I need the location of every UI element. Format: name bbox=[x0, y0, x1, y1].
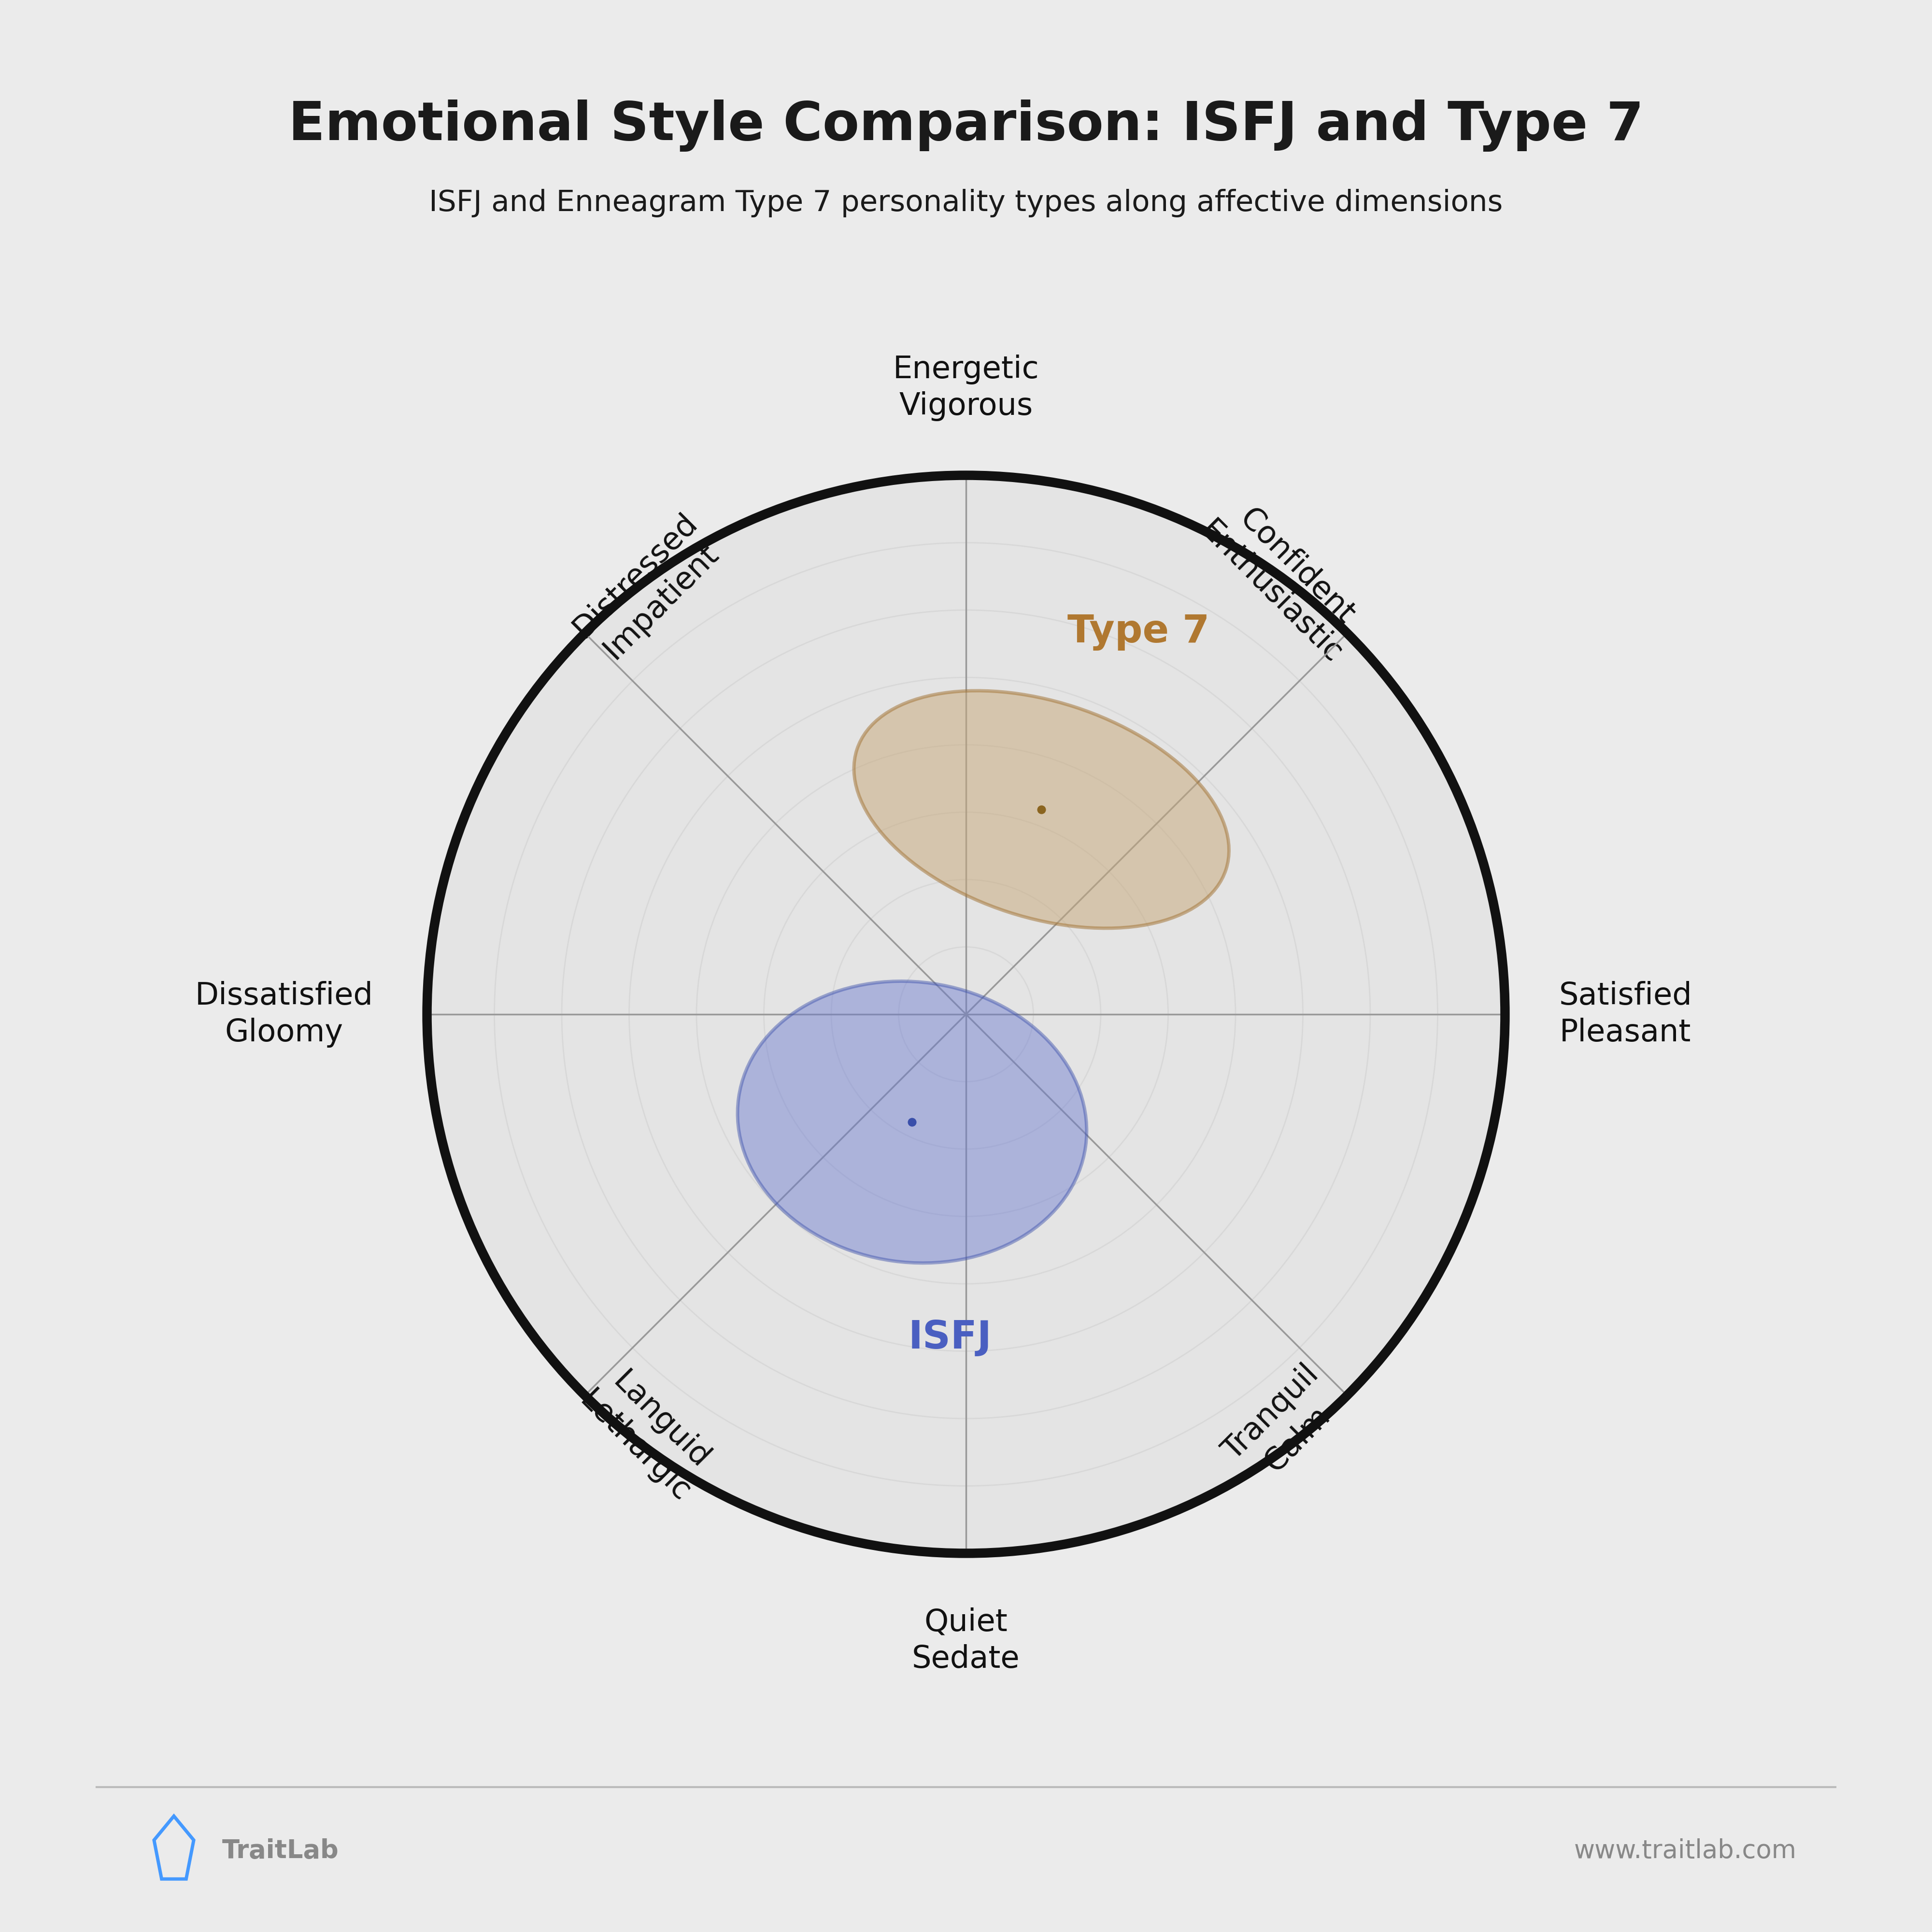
Text: Emotional Style Comparison: ISFJ and Type 7: Emotional Style Comparison: ISFJ and Typ… bbox=[288, 99, 1644, 153]
Text: Quiet
Sedate: Quiet Sedate bbox=[912, 1607, 1020, 1675]
Text: www.traitlab.com: www.traitlab.com bbox=[1575, 1839, 1797, 1862]
Text: Satisfied
Pleasant: Satisfied Pleasant bbox=[1559, 981, 1692, 1047]
Text: Energetic
Vigorous: Energetic Vigorous bbox=[893, 354, 1039, 421]
Circle shape bbox=[427, 475, 1505, 1553]
Text: Type 7: Type 7 bbox=[1068, 612, 1209, 651]
Text: ISFJ and Enneagram Type 7 personality types along affective dimensions: ISFJ and Enneagram Type 7 personality ty… bbox=[429, 189, 1503, 216]
Text: Dissatisfied
Gloomy: Dissatisfied Gloomy bbox=[195, 981, 373, 1047]
Ellipse shape bbox=[854, 692, 1229, 927]
Text: Tranquil
Calm: Tranquil Calm bbox=[1217, 1360, 1350, 1493]
Text: TraitLab: TraitLab bbox=[222, 1839, 338, 1862]
Text: Confident
Enthusiastic: Confident Enthusiastic bbox=[1194, 489, 1374, 668]
Text: ISFJ: ISFJ bbox=[908, 1320, 991, 1356]
Ellipse shape bbox=[738, 981, 1086, 1264]
Text: Languid
Lethargic: Languid Lethargic bbox=[574, 1360, 723, 1507]
Text: Distressed
Impatient: Distressed Impatient bbox=[566, 508, 728, 668]
